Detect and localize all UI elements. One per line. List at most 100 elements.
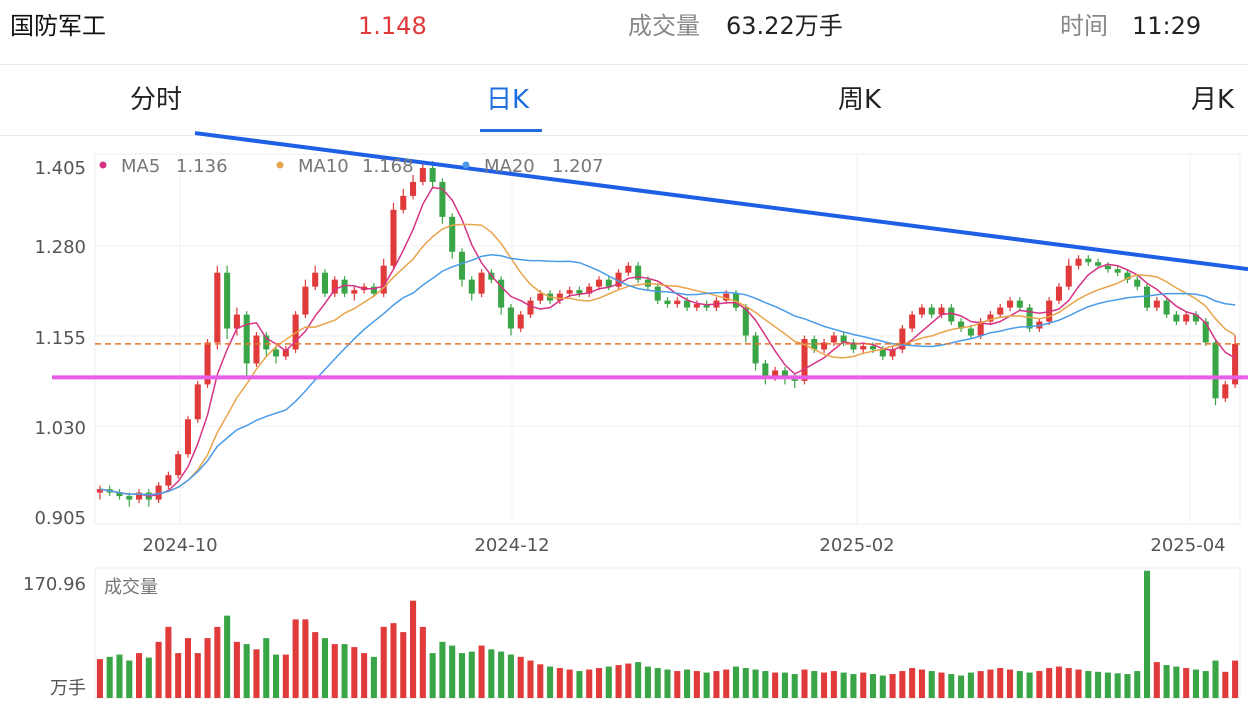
candle-body [987, 314, 994, 322]
candle-body [850, 342, 857, 350]
candle [136, 489, 143, 504]
tab-intraday[interactable]: 分时 [130, 85, 183, 115]
candle [370, 283, 377, 298]
candle [1212, 339, 1219, 406]
volume-label: 成交量 [628, 12, 700, 40]
volume-bar [243, 644, 250, 698]
candle [321, 269, 329, 298]
candle [556, 290, 563, 305]
candle-body [400, 195, 407, 210]
x-tick-label: 2025-02 [819, 535, 894, 556]
candle-body [282, 349, 289, 357]
candle-body [625, 265, 632, 273]
volume-bar [801, 669, 808, 698]
ma20-legend-dot [462, 161, 470, 169]
volume-bar [96, 659, 103, 698]
candle [233, 307, 240, 336]
candle [703, 300, 710, 312]
candle [948, 304, 955, 326]
candle-body [605, 279, 612, 287]
volume-bar [840, 672, 847, 698]
volume-bar [214, 626, 221, 698]
candle [1075, 255, 1082, 270]
volume-unit-label: 万手 [50, 678, 86, 699]
candle [742, 304, 749, 343]
volume-bar [654, 668, 661, 698]
ma10-legend-value: 1.168 [362, 156, 414, 177]
volume-bar [615, 665, 622, 698]
volume-bar [1095, 671, 1102, 698]
volume-bar [1085, 671, 1092, 698]
volume-bar [703, 672, 710, 698]
volume-bar [204, 638, 211, 698]
candle-body [928, 307, 935, 315]
volume-bar [1065, 668, 1072, 698]
candle-body [116, 492, 123, 497]
candle [302, 279, 309, 319]
tab-monthly-k[interactable]: 月K [1191, 85, 1235, 115]
candle [595, 276, 603, 291]
candle-body [233, 314, 240, 329]
candle-body [742, 307, 749, 336]
y-tick-label: 0.905 [34, 508, 86, 529]
candle-body [997, 307, 1004, 315]
candle [351, 286, 358, 301]
candle-body [478, 272, 485, 294]
chart-annotations [52, 131, 1248, 380]
candle [214, 265, 221, 350]
tab-daily-k[interactable]: 日K [486, 85, 530, 115]
active-tab-indicator [480, 129, 542, 132]
candle [674, 297, 681, 308]
candle [918, 304, 925, 319]
candle [967, 325, 974, 339]
candle-body [958, 321, 965, 329]
candle-body [165, 475, 172, 486]
volume-bar [997, 668, 1004, 698]
candle-body [468, 279, 475, 294]
candle [380, 258, 387, 298]
x-tick-label: 2024-12 [474, 535, 549, 556]
volume-bar [879, 675, 886, 698]
candle [253, 332, 260, 367]
candle-body [635, 265, 642, 280]
volume-bar [468, 651, 475, 698]
volume-bar [390, 623, 397, 698]
candle [840, 332, 847, 346]
tab-weekly-k[interactable]: 周K [838, 85, 882, 115]
ma20-legend-value: 1.207 [552, 156, 604, 177]
volume-bar [302, 619, 309, 698]
candle [693, 300, 700, 312]
volume-bar [1212, 660, 1219, 698]
candle-body [1173, 314, 1180, 322]
y-axis-labels: 1.405 1.280 1.155 1.030 0.905 [34, 158, 86, 529]
candle [341, 276, 348, 298]
candle [987, 311, 994, 326]
volume-bar [136, 653, 143, 698]
candle-body [351, 290, 358, 294]
candle [439, 178, 446, 224]
candle-body [938, 307, 945, 315]
volume-bar [732, 666, 740, 698]
candle-body [1016, 300, 1023, 308]
volume-bar [1153, 662, 1160, 698]
candle-body [1065, 265, 1072, 287]
candle-body [576, 290, 583, 294]
candle [752, 332, 759, 371]
candle [928, 304, 935, 319]
volume-bar [312, 632, 319, 698]
candle-body [595, 279, 603, 287]
candle [1055, 283, 1062, 305]
volume-bar [811, 671, 818, 698]
candle [507, 304, 514, 336]
candle-body [1085, 258, 1092, 263]
candle-body [1124, 272, 1131, 280]
volume-bar [1104, 672, 1111, 698]
volume-bar [1183, 668, 1190, 698]
candle [155, 482, 162, 504]
last-price: 1.148 [358, 12, 427, 40]
candle [204, 339, 211, 388]
volume-bar [684, 669, 691, 698]
candle-body [341, 279, 348, 294]
candle-body [1134, 279, 1141, 287]
